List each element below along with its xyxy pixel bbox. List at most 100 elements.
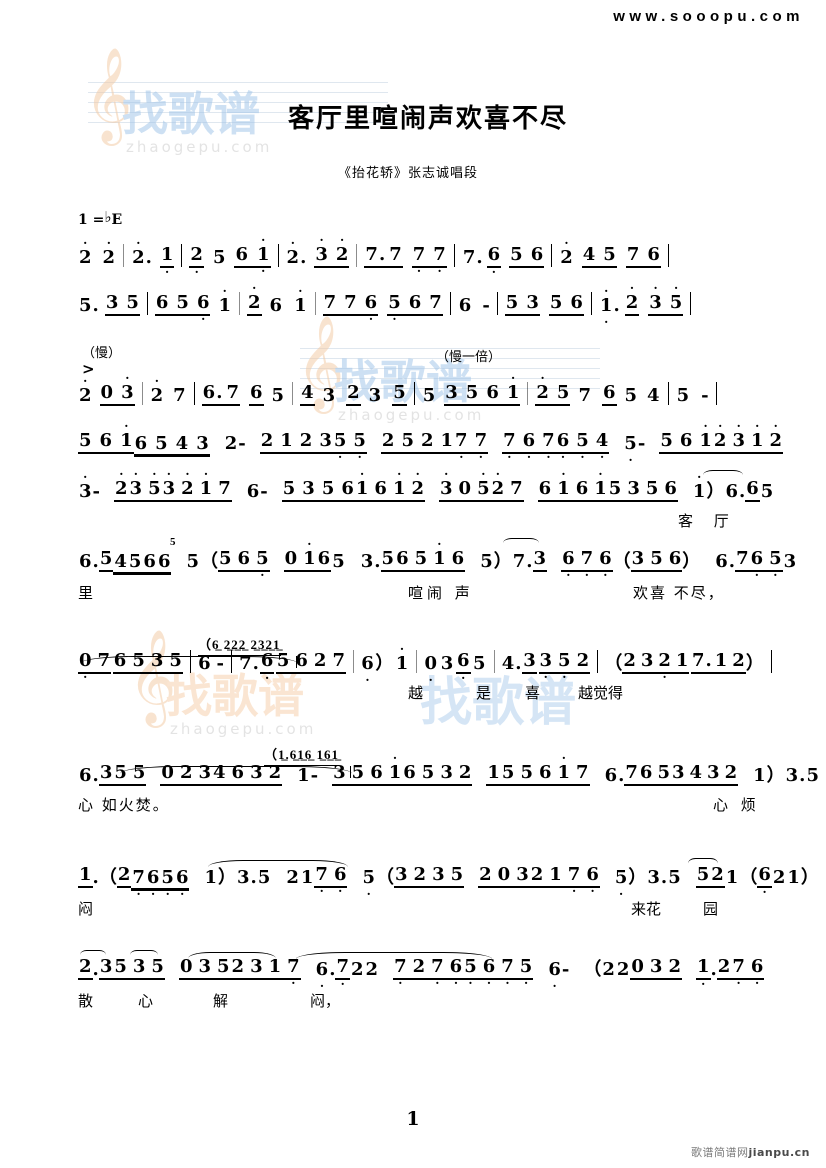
note: 6 xyxy=(570,292,583,313)
note: 1 · xyxy=(395,642,409,674)
note: 2 xyxy=(623,650,636,671)
note: 3 xyxy=(783,551,797,572)
note: 1 xyxy=(280,430,293,451)
note: 3 xyxy=(322,385,336,406)
note: 5 · xyxy=(669,281,683,313)
note: 7 · xyxy=(732,956,745,990)
note: 6 xyxy=(715,551,728,572)
note: 2 xyxy=(286,867,299,888)
barline xyxy=(123,244,125,267)
barline xyxy=(277,244,279,267)
note: 7 · xyxy=(455,430,468,464)
note: 6 · xyxy=(175,867,189,901)
note: 0 xyxy=(100,382,114,403)
note: 6 xyxy=(143,551,156,572)
note: 5 xyxy=(79,295,92,316)
note: 3 xyxy=(432,864,445,885)
beam-group: 3 · 5 · xyxy=(648,281,684,316)
note: 5 xyxy=(212,247,226,268)
note: 6 xyxy=(79,551,92,572)
note: 6 xyxy=(157,551,171,572)
note: 2 xyxy=(231,956,245,977)
barline xyxy=(667,244,669,267)
lyric-syllable: 心 xyxy=(138,992,154,1010)
note: 5 xyxy=(668,867,681,888)
note: 2 xyxy=(420,430,434,451)
note: 3 · xyxy=(732,419,745,451)
note: 4 · xyxy=(595,430,609,464)
beam-group: 2 · 7 xyxy=(490,468,524,502)
note: 5 xyxy=(128,551,142,572)
note-extender: - xyxy=(637,433,646,454)
lyric-syllable: 是 xyxy=(476,684,492,702)
note: 1 xyxy=(297,765,310,786)
note: 2 xyxy=(458,762,472,783)
barline xyxy=(146,292,148,315)
note: 1 · xyxy=(303,537,316,569)
notes-line-3: 2 · 0 3 · 2 · 7 6. 7 6 5 4 3 2 3 5 5 3 5 6 1 · 2 ·… xyxy=(78,372,778,406)
slur xyxy=(130,950,158,960)
note: 6 xyxy=(231,762,245,783)
barline xyxy=(141,382,143,405)
note: 2 · xyxy=(189,244,204,279)
note-extender: - xyxy=(92,481,101,502)
note: 1 xyxy=(204,867,217,888)
paren-open: （ xyxy=(376,867,394,888)
note: 7 xyxy=(578,385,591,406)
note: 2 xyxy=(479,864,492,885)
note: 6 xyxy=(408,292,422,313)
lyric-syllable: 里 xyxy=(78,584,94,602)
note: 1 · xyxy=(557,751,571,783)
note: 2 xyxy=(299,430,313,451)
note: 7 · xyxy=(315,864,328,898)
note: 2 · xyxy=(102,236,116,268)
note: 5 xyxy=(608,478,622,499)
note: 5 xyxy=(624,385,638,406)
note: 1 · xyxy=(355,467,369,499)
paren-close: ） xyxy=(745,653,764,674)
barline xyxy=(239,292,240,315)
note: 2 · xyxy=(769,419,783,451)
note: 1 · xyxy=(218,284,231,316)
note: 4 xyxy=(689,762,703,783)
note: 6 · xyxy=(548,959,561,993)
note: 6 xyxy=(134,433,148,454)
beam-group: 5 · 5 · xyxy=(332,430,367,464)
note: 1 xyxy=(675,650,689,671)
slur-long xyxy=(80,656,298,671)
paren-open: （ xyxy=(98,867,117,888)
note: 5 xyxy=(257,867,271,888)
note: 5 · xyxy=(388,292,401,326)
key-signature: 1 =♭E xyxy=(78,208,122,228)
lyrics-line-6: 里 喧闹 声 欢喜 不尽， xyxy=(78,582,778,606)
note: 6 xyxy=(374,478,387,499)
slur-hook xyxy=(296,656,297,668)
note: 2 xyxy=(116,865,132,888)
note: 7 xyxy=(389,244,402,265)
barline xyxy=(193,382,195,405)
note: 5 · xyxy=(353,430,366,464)
note: 7 · xyxy=(474,430,488,464)
lyric-syllable: 心 烦 xyxy=(713,796,760,814)
note: 2 xyxy=(602,959,615,980)
note: 5 xyxy=(510,244,523,265)
beam-group: 7 · 6 · xyxy=(731,956,765,990)
note: 5 · xyxy=(362,867,375,901)
note: 2 xyxy=(351,959,364,980)
note: 1 · · xyxy=(599,284,613,329)
page-title: 客厅里喧闹声欢喜不尽 xyxy=(288,104,569,134)
beam-group: 7 · 6 · 5 · 6 · xyxy=(131,867,189,901)
note: 1 · xyxy=(392,467,406,499)
footer-text-en: jianpu.cn xyxy=(748,1146,810,1159)
note: 2 xyxy=(668,956,681,977)
note: 5 xyxy=(660,430,673,451)
note: 3 xyxy=(250,956,263,977)
note: 5 xyxy=(465,382,479,403)
note: 6 · xyxy=(586,864,599,898)
paren-open: （ xyxy=(200,551,218,572)
